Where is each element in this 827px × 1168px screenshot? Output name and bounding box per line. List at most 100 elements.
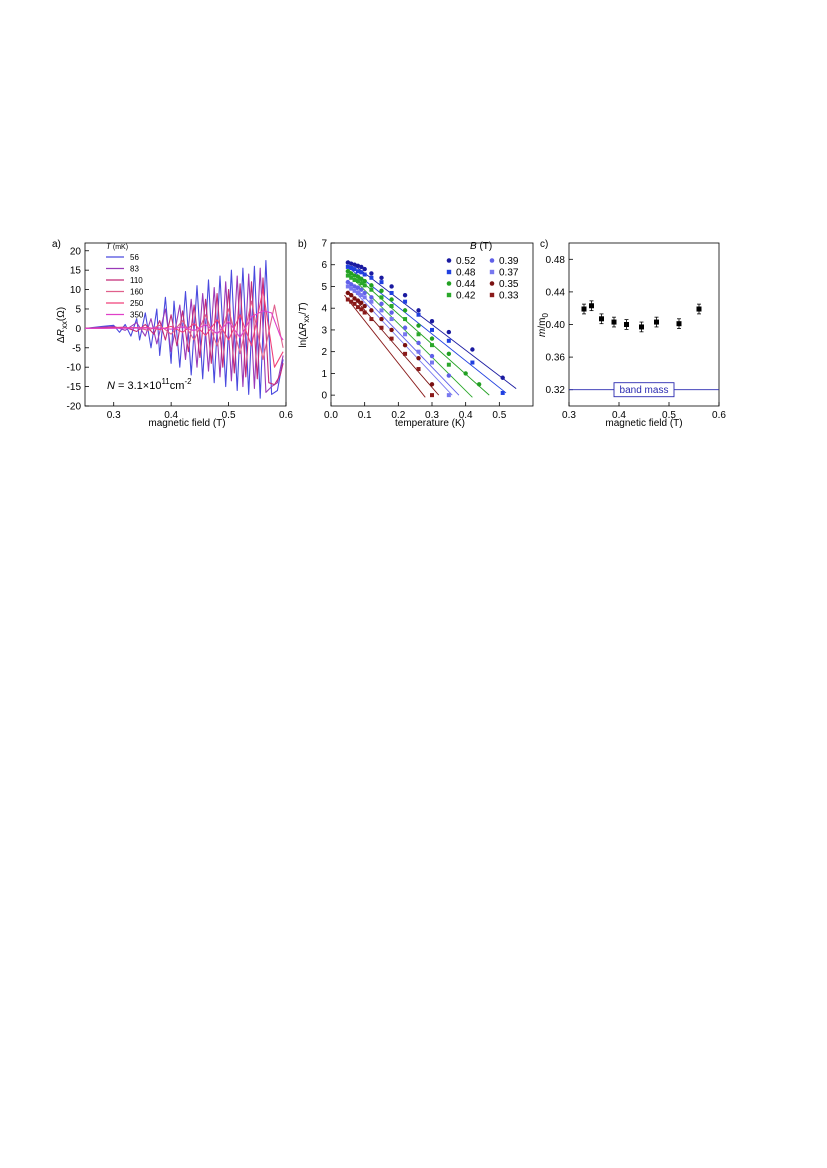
legend-entry: 350 — [130, 311, 144, 320]
legend-title-var: B — [470, 241, 477, 252]
y-tick-label: 7 — [321, 239, 327, 250]
legend-title-var: T — [106, 242, 112, 251]
data-point — [416, 367, 421, 372]
data-point — [589, 303, 594, 309]
ylabel-r: R — [56, 329, 67, 336]
band-mass-label: band mass — [620, 385, 669, 396]
data-point — [416, 308, 421, 313]
legend-entry: 0.35 — [499, 279, 519, 290]
density-annotation: N = 3.1×1011cm-2 — [107, 377, 192, 392]
ylabel-m: m — [537, 329, 548, 337]
data-point — [389, 317, 394, 322]
y-tick-label: 4 — [321, 304, 327, 315]
annotation-unit-exp: -2 — [184, 377, 192, 386]
panel-b-xlabel: temperature (K) — [395, 418, 465, 429]
annotation-text: = 3.1×10 — [115, 380, 162, 392]
y-tick-label: 0.44 — [546, 287, 566, 298]
x-tick-label: 0.5 — [662, 410, 676, 421]
data-point — [470, 347, 475, 352]
legend-title-unit: (T) — [477, 241, 493, 252]
y-tick-label: 0.36 — [546, 353, 566, 364]
x-tick-label: 0.4 — [612, 410, 626, 421]
y-tick-label: 2 — [321, 347, 327, 358]
y-tick-label: -5 — [72, 343, 81, 354]
panel-a-label: a) — [52, 239, 61, 250]
data-point — [389, 284, 394, 289]
band-mass-reference: band mass — [569, 382, 719, 398]
data-point — [355, 269, 360, 274]
data-point — [402, 325, 408, 330]
x-tick-label: 0.5 — [492, 410, 506, 421]
data-point — [403, 317, 408, 322]
data-point — [355, 279, 360, 284]
data-point — [389, 297, 394, 302]
data-point — [362, 290, 367, 296]
data-point — [476, 382, 482, 387]
ylabel-pre: ln(Δ — [298, 330, 309, 348]
data-point — [429, 353, 435, 359]
y-tick-label: 5 — [321, 282, 327, 293]
data-point — [359, 287, 364, 292]
ylabel-m0: m — [537, 317, 548, 325]
panel-a: a) 20 15 10 5 0 -5 -10 -15 -20 0.3 0.4 0.5 0.6 T (mK… — [52, 239, 293, 429]
data-point — [349, 282, 354, 287]
data-point — [402, 308, 408, 313]
y-tick-label: -15 — [67, 382, 82, 393]
data-point — [352, 296, 357, 301]
panel-b-label: b) — [298, 239, 307, 250]
ylabel-post: / — [298, 312, 309, 315]
data-point — [446, 393, 451, 398]
data-point — [446, 351, 452, 357]
data-point — [654, 319, 659, 325]
data-point — [349, 286, 354, 291]
legend-title: B (T) — [470, 241, 492, 252]
x-tick-label: 0.6 — [279, 410, 293, 421]
y-tick-label: 0.40 — [546, 320, 566, 331]
x-tick-label: 0.4 — [164, 410, 178, 421]
x-tick-label: 0.3 — [107, 410, 121, 421]
data-point — [599, 316, 604, 322]
data-point — [359, 293, 364, 298]
data-point — [416, 349, 421, 354]
panel-a-x-ticks: 0.3 0.4 0.5 0.6 — [107, 402, 293, 421]
data-point — [446, 362, 451, 367]
data-point — [430, 343, 434, 348]
ylabel-sub: xx — [302, 315, 311, 323]
data-point — [359, 264, 364, 270]
legend-entry: 0.39 — [499, 256, 519, 267]
data-point — [429, 336, 435, 341]
data-point — [352, 284, 357, 289]
data-point — [349, 261, 354, 266]
data-point — [359, 300, 364, 305]
y-tick-label: 5 — [75, 304, 81, 315]
data-point — [345, 290, 351, 296]
data-point — [389, 336, 394, 341]
data-point — [416, 332, 421, 337]
data-point — [403, 351, 408, 356]
fit-line-0.37 — [347, 283, 453, 396]
data-point — [430, 393, 434, 398]
x-tick-label: 0.2 — [391, 410, 405, 421]
x-tick-label: 0.3 — [562, 410, 576, 421]
data-point — [389, 327, 394, 333]
data-point — [379, 308, 384, 313]
series-line-350 — [84, 310, 284, 341]
data-point — [359, 276, 364, 282]
data-point — [389, 310, 394, 315]
data-point — [389, 290, 394, 295]
legend-entry: 0.42 — [456, 291, 476, 302]
data-point — [359, 307, 364, 312]
ylabel-r: R — [298, 323, 309, 330]
ylabel-slash: / — [537, 326, 548, 329]
y-tick-label: -20 — [67, 402, 82, 413]
panel-c: c) 0.48 0.44 0.40 0.36 0.32 0.3 0.4 0.5 0.6 ban… — [537, 239, 726, 429]
data-point — [355, 263, 361, 269]
data-point — [345, 273, 350, 278]
data-point — [430, 360, 434, 365]
legend-title-unit: (mK) — [113, 244, 128, 251]
legend-marker — [446, 269, 452, 275]
data-point — [355, 285, 361, 290]
data-point — [463, 371, 468, 376]
ylabel-unit: (Ω) — [56, 307, 67, 321]
series-line-250 — [84, 289, 284, 368]
